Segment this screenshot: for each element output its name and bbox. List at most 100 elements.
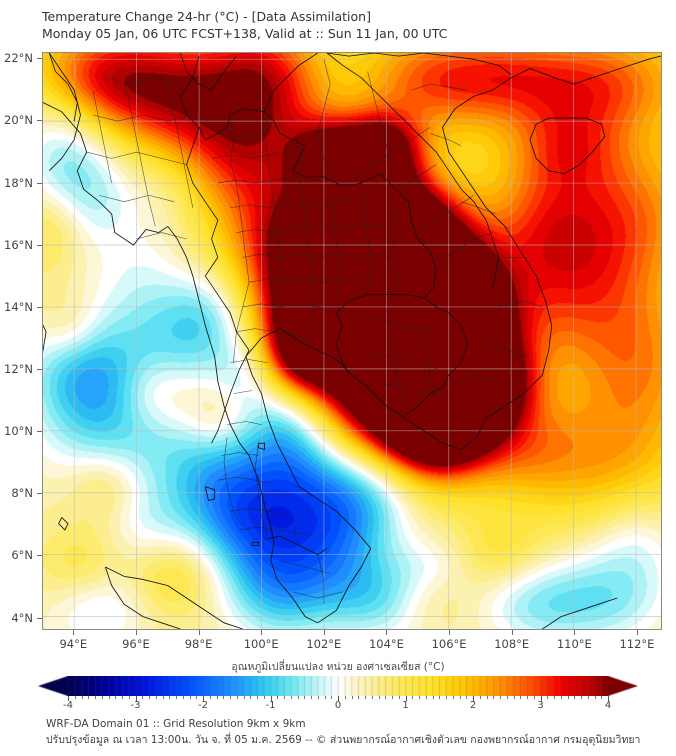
colorbar-tickmark	[385, 696, 387, 699]
y-tickmark	[37, 244, 42, 246]
colorbar-tickmark	[365, 696, 366, 699]
colorbar-tickmark	[182, 696, 184, 699]
colorbar-tickmark	[331, 696, 333, 699]
colorbar-tickmark	[95, 696, 96, 699]
y-tickmark	[37, 555, 42, 557]
temperature-change-map	[42, 52, 662, 630]
colorbar-tickmark	[432, 696, 434, 699]
colorbar-tick-label: -2	[198, 700, 208, 711]
colorbar-tickmark	[223, 696, 225, 699]
colorbar-tickmark	[277, 696, 279, 699]
colorbar-tickmark	[209, 696, 211, 699]
colorbar-tickmark	[250, 696, 252, 699]
y-axis-label: 6°N	[11, 548, 33, 563]
colorbar-tick-label: 1	[402, 700, 409, 711]
colorbar-tickmark	[594, 696, 596, 699]
colorbar-tickmark	[149, 696, 150, 699]
y-axis-label: 10°N	[4, 424, 33, 439]
colorbar-tickmark	[128, 696, 130, 699]
y-tickmark	[37, 493, 42, 495]
colorbar-tickmark	[513, 696, 515, 699]
y-tickmark	[37, 306, 42, 308]
colorbar-tickmark	[142, 696, 144, 699]
colorbar-tickmark	[560, 696, 562, 699]
colorbar-tickmark	[162, 696, 164, 699]
colorbar-tickmark	[405, 696, 407, 701]
y-tickmark	[37, 431, 42, 433]
x-tickmark	[198, 630, 200, 635]
colorbar-tickmark	[284, 696, 285, 699]
colorbar-tickmark	[338, 696, 339, 701]
y-axis-label: 16°N	[4, 237, 33, 252]
colorbar-tickmark	[527, 696, 528, 699]
colorbar-tickmark	[446, 696, 447, 699]
colorbar-tickmark	[479, 696, 481, 699]
colorbar-tick-label: -1	[265, 700, 276, 711]
colorbar-tick-label: -4	[63, 700, 73, 711]
colorbar-tick-label: 3	[537, 700, 544, 711]
x-axis-label: 104°E	[368, 637, 404, 651]
colorbar-tickmark	[176, 696, 177, 699]
y-axis-label: 8°N	[11, 486, 33, 501]
y-axis-label: 12°N	[4, 361, 33, 376]
colorbar-tickmark	[243, 696, 245, 699]
colorbar-tickmark	[115, 696, 117, 699]
colorbar-tickmark	[459, 696, 461, 699]
colorbar-tickmark	[392, 696, 393, 699]
colorbar-tickmark	[230, 696, 231, 699]
colorbar-tickmark	[466, 696, 468, 699]
colorbar-tickmark	[203, 696, 204, 701]
colorbar-tickmark	[317, 696, 319, 699]
footer-block: WRF-DA Domain 01 :: Grid Resolution 9km …	[46, 716, 666, 748]
x-axis-label: 94°E	[59, 637, 88, 651]
y-axis-label: 4°N	[11, 610, 33, 625]
colorbar-tickmark	[344, 696, 346, 699]
colorbar-tickmark	[554, 696, 555, 699]
colorbar-tickmark	[196, 696, 198, 699]
colorbar-tickmark	[601, 696, 603, 699]
colorbar-tickmark	[520, 696, 522, 699]
colorbar-tickmark	[371, 696, 373, 699]
colorbar-tickmark	[236, 696, 238, 699]
colorbar-tickmark	[304, 696, 306, 699]
x-axis-label: 100°E	[243, 637, 279, 651]
colorbar-ticks: -4 -3 -2 -1 0 1 2 3 4	[38, 696, 638, 712]
colorbar-tickmark	[473, 696, 474, 701]
colorbar-tick-label: 4	[604, 700, 612, 711]
colorbar-gradient	[38, 676, 638, 696]
footer-domain-info: WRF-DA Domain 01 :: Grid Resolution 9km …	[46, 718, 306, 730]
x-tickmark	[261, 630, 263, 635]
colorbar-tickmark	[419, 696, 420, 699]
y-axis-label: 22°N	[4, 51, 33, 66]
colorbar-tickmark	[567, 696, 569, 699]
footer-credit: ปรับปรุงข้อมูล ณ เวลา 13:00น. วัน จ. ที่…	[46, 734, 641, 746]
x-axis-label: 112°E	[619, 637, 655, 651]
colorbar-tickmark	[270, 696, 272, 701]
x-tickmark	[449, 630, 451, 635]
colorbar-tickmark	[216, 696, 218, 699]
colorbar-tickmark	[189, 696, 191, 699]
x-axis-label: 108°E	[494, 637, 530, 651]
y-axis-label: 20°N	[4, 113, 33, 128]
colorbar-tickmark	[290, 696, 292, 699]
colorbar-tickmark	[324, 696, 326, 699]
chart-subtitle: Monday 05 Jan, 06 UTC FCST+138, Valid at…	[42, 26, 448, 41]
chart-title-block: Temperature Change 24-hr (°C) - [Data As…	[42, 8, 662, 42]
colorbar-tickmark	[587, 696, 589, 699]
x-tickmark	[73, 630, 75, 635]
colorbar-title: อุณหภูมิเปลี่ยนแปลง หน่วย องศาเซลเซียส (…	[231, 661, 445, 673]
x-tickmark	[323, 630, 325, 635]
colorbar-tickmark	[358, 696, 360, 699]
colorbar-tickmark	[101, 696, 103, 699]
colorbar-tickmark	[263, 696, 265, 699]
colorbar-strip	[38, 676, 638, 696]
colorbar-tickmark	[257, 696, 258, 699]
colorbar-tickmark	[398, 696, 400, 699]
colorbar-tickmark	[135, 696, 137, 701]
x-tickmark	[135, 630, 137, 635]
colorbar-tickmark	[574, 696, 576, 699]
y-tickmark	[37, 120, 42, 122]
colorbar-tickmark	[122, 696, 123, 699]
x-tickmark	[636, 630, 638, 635]
temperature-field-heatmap	[43, 53, 661, 629]
